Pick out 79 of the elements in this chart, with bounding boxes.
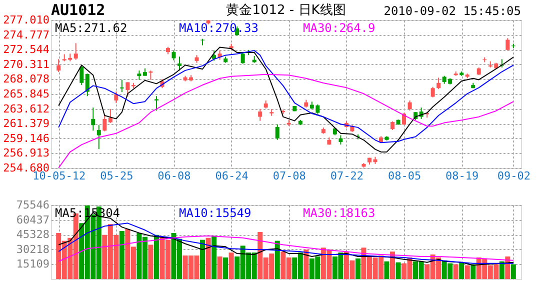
y-tick-label: 265.845 <box>3 88 50 100</box>
bar <box>499 261 504 279</box>
candlestick <box>137 70 142 80</box>
x-tick-label: 07-22 <box>330 170 364 182</box>
bar <box>453 264 458 279</box>
bar <box>228 252 234 279</box>
bar <box>355 258 360 279</box>
line-series <box>58 74 514 168</box>
text: MA30:264.9 <box>303 21 376 35</box>
y-tick-label: 259.146 <box>3 132 50 145</box>
bar <box>217 256 222 279</box>
y-tick-label: 15109 <box>16 258 50 271</box>
candlestick <box>154 96 158 112</box>
line-series <box>58 222 514 264</box>
x-tick-label: 07-08 <box>272 170 306 182</box>
bar <box>510 264 516 279</box>
bar <box>274 240 280 279</box>
bar <box>464 265 470 279</box>
x-tick-label: 06-24 <box>215 170 249 182</box>
y-tick-label: 270.311 <box>3 58 50 71</box>
candlestick <box>80 65 84 86</box>
candlestick <box>120 79 124 93</box>
candlestick <box>430 86 435 98</box>
bar <box>148 244 154 279</box>
candlestick <box>108 108 112 124</box>
x-tick-label: 08-19 <box>446 170 479 182</box>
candlestick <box>362 164 366 167</box>
text: 2010-09-02 15:45:05 <box>384 4 521 18</box>
bar <box>459 262 464 279</box>
x-tick-label: 05-25 <box>100 170 134 182</box>
bar <box>223 257 228 279</box>
bar <box>470 264 476 279</box>
line-series <box>58 235 514 262</box>
y-tick-label: 274.777 <box>3 28 50 42</box>
x-tick-label: 08-05 <box>388 170 422 182</box>
candlestick <box>408 100 412 112</box>
candlestick <box>338 134 343 146</box>
bar <box>200 240 206 279</box>
x-tick-label: 06-08 <box>158 170 191 182</box>
candlestick <box>506 38 510 51</box>
bar <box>206 238 211 279</box>
candlestick <box>114 91 118 104</box>
series-label: MA10:270.33 <box>179 21 258 35</box>
candlestick <box>172 50 176 61</box>
y-tick-label: 30218 <box>16 242 50 256</box>
bar <box>384 261 390 279</box>
bar <box>396 262 401 279</box>
candlestick <box>126 82 130 98</box>
candlestick <box>85 73 90 97</box>
y-tick-label: 272.544 <box>3 43 50 56</box>
candlestick <box>402 112 406 126</box>
candlestick <box>258 108 262 122</box>
candlestick <box>240 52 245 64</box>
text: AU1012 <box>51 1 106 19</box>
y-tick-label: 75546 <box>16 198 50 212</box>
candlestick <box>177 56 182 72</box>
bar <box>212 236 217 279</box>
y-tick-label: 268.078 <box>3 72 50 86</box>
y-tick-label: 277.010 <box>3 14 50 26</box>
y-tick-label: 60437 <box>16 213 50 226</box>
y-tick-label: 256.913 <box>3 146 50 160</box>
chart-title: 黄金1012 - 日K线图 <box>226 3 346 18</box>
bar <box>304 250 309 279</box>
candlestick <box>102 114 107 132</box>
candlestick <box>436 77 441 90</box>
y-tick-label: 45328 <box>16 228 50 242</box>
bar <box>119 231 124 279</box>
candlestick <box>91 107 96 132</box>
y-tick-label: 261.379 <box>3 117 50 130</box>
text: MA30:18163 <box>303 206 376 220</box>
candlestick <box>56 58 61 73</box>
y-tick-label: 263.612 <box>3 102 50 116</box>
text: MA5:271.62 <box>55 21 128 35</box>
candlestick <box>275 124 280 140</box>
candlestick <box>96 124 101 150</box>
candlestick <box>74 42 78 60</box>
bar <box>154 234 159 279</box>
series-label: MA10:15549 <box>179 206 252 220</box>
x-tick-label: 09-02 <box>497 170 530 182</box>
